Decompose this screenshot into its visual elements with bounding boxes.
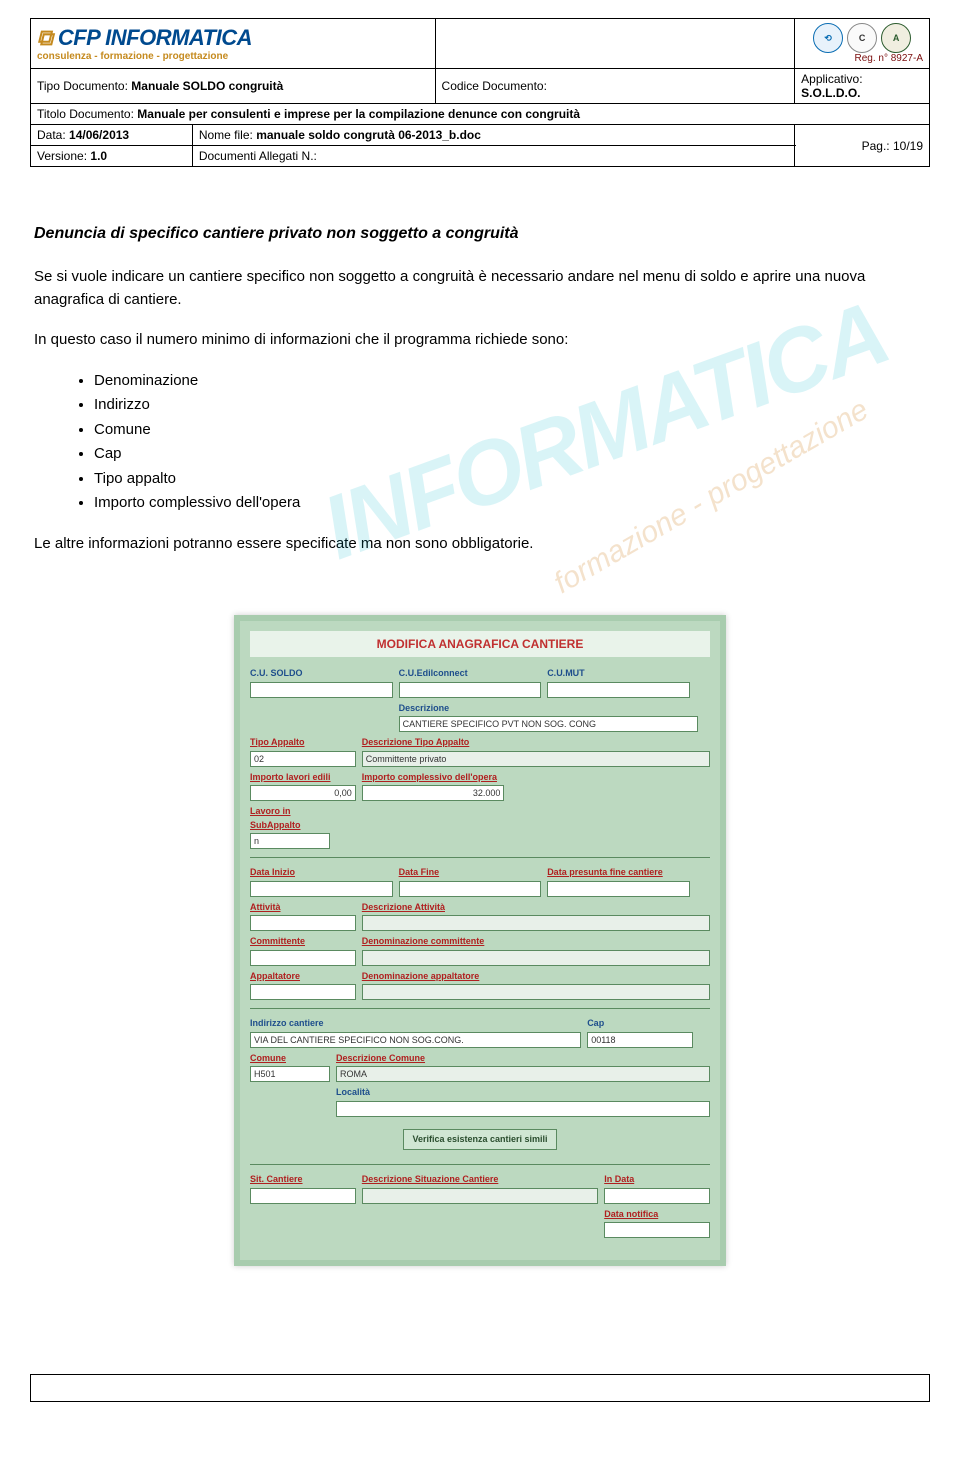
- footer-box: [30, 1374, 930, 1402]
- desc-sit-field: [362, 1188, 598, 1204]
- cu-mut-field[interactable]: [547, 682, 690, 698]
- logo-tagline: consulenza - formazione - progettazione: [37, 51, 252, 62]
- list-item: Denominazione: [94, 370, 926, 393]
- desc-tipo-appalto-field: Committente privato: [362, 751, 710, 767]
- lavoro-sub-label: Lavoro in SubAppalto: [250, 805, 330, 832]
- document-body: Denuncia di specifico cantiere privato n…: [30, 222, 930, 1266]
- versione-value: 1.0: [90, 149, 107, 163]
- indirizzo-label: Indirizzo cantiere: [250, 1017, 581, 1031]
- committente-label: Committente: [250, 935, 356, 949]
- sit-cantiere-field[interactable]: [250, 1188, 356, 1204]
- cu-mut-label: C.U.MUT: [547, 667, 690, 681]
- nomefile-value: manuale soldo congrutà 06-2013_b.doc: [256, 128, 481, 142]
- localita-field[interactable]: [336, 1101, 710, 1117]
- cap-field[interactable]: 00118: [587, 1032, 693, 1048]
- titolo-doc-label: Titolo Documento:: [37, 107, 134, 121]
- list-item: Comune: [94, 419, 926, 442]
- paragraph-1: Se si vuole indicare un cantiere specifi…: [34, 266, 926, 311]
- attivita-label: Attività: [250, 901, 356, 915]
- document-header: ⧉ CFP INFORMATICA consulenza - formazion…: [30, 18, 930, 167]
- applicativo-value: S.O.L.D.O.: [801, 86, 860, 100]
- data-value: 14/06/2013: [69, 128, 129, 142]
- logo-text: ⧉ CFP INFORMATICA consulenza - formazion…: [37, 25, 252, 62]
- paragraph-2: In questo caso il numero minimo di infor…: [34, 329, 926, 352]
- imp-lavori-label: Importo lavori edili: [250, 771, 356, 785]
- in-data-field[interactable]: [604, 1188, 710, 1204]
- attivita-field[interactable]: [250, 915, 356, 931]
- data-fine-label: Data Fine: [399, 866, 542, 880]
- denom-app-label: Denominazione appaltatore: [362, 970, 710, 984]
- cap-label: Cap: [587, 1017, 693, 1031]
- data-label: Data:: [37, 128, 66, 142]
- cu-soldo-field[interactable]: [250, 682, 393, 698]
- titolo-doc-value: Manuale per consulenti e imprese per la …: [137, 107, 580, 121]
- cu-edil-field[interactable]: [399, 682, 542, 698]
- data-inizio-field[interactable]: [250, 881, 393, 897]
- comune-label: Comune: [250, 1052, 330, 1066]
- data-notifica-label: Data notifica: [604, 1208, 710, 1222]
- pag-label: Pag.:: [862, 139, 890, 153]
- cu-edil-label: C.U.Edilconnect: [399, 667, 542, 681]
- bullet-list: Denominazione Indirizzo Comune Cap Tipo …: [94, 370, 926, 515]
- reg-number: Reg. n° 8927-A: [801, 53, 923, 64]
- imp-lavori-field[interactable]: 0,00: [250, 785, 356, 801]
- data-inizio-label: Data Inizio: [250, 866, 393, 880]
- form-title: MODIFICA ANAGRAFICA CANTIERE: [250, 631, 710, 657]
- appaltatore-field[interactable]: [250, 984, 356, 1000]
- tipo-doc-label: Tipo Documento:: [37, 79, 128, 93]
- denom-app-field: [362, 984, 710, 1000]
- tipo-appalto-field[interactable]: 02: [250, 751, 356, 767]
- denom-comm-label: Denominazione committente: [362, 935, 710, 949]
- comune-field[interactable]: H501: [250, 1066, 330, 1082]
- lavoro-sub-field[interactable]: n: [250, 833, 330, 849]
- codice-doc-label: Codice Documento:: [442, 79, 547, 93]
- desc-comune-field: ROMA: [336, 1066, 710, 1082]
- descrizione-field[interactable]: CANTIERE SPECIFICO PVT NON SOG. CONG: [399, 716, 698, 732]
- data-notifica-field[interactable]: [604, 1222, 710, 1238]
- list-item: Tipo appalto: [94, 468, 926, 491]
- desc-tipo-appalto-label: Descrizione Tipo Appalto: [362, 736, 710, 750]
- indirizzo-field[interactable]: VIA DEL CANTIERE SPECIFICO NON SOG.CONG.: [250, 1032, 581, 1048]
- desc-attivita-field: [362, 915, 710, 931]
- descrizione-label: Descrizione: [399, 702, 698, 716]
- desc-sit-label: Descrizione Situazione Cantiere: [362, 1173, 598, 1187]
- list-item: Indirizzo: [94, 394, 926, 417]
- section-heading: Denuncia di specifico cantiere privato n…: [34, 222, 926, 246]
- data-fine-field[interactable]: [399, 881, 542, 897]
- desc-comune-label: Descrizione Comune: [336, 1052, 710, 1066]
- verifica-button[interactable]: Verifica esistenza cantieri simili: [403, 1129, 556, 1151]
- allegati-label: Documenti Allegati N.:: [199, 149, 317, 163]
- desc-attivita-label: Descrizione Attività: [362, 901, 710, 915]
- appaltatore-label: Appaltatore: [250, 970, 356, 984]
- form-screenshot: MODIFICA ANAGRAFICA CANTIERE C.U. SOLDO …: [234, 615, 726, 1266]
- list-item: Cap: [94, 443, 926, 466]
- paragraph-3: Le altre informazioni potranno essere sp…: [34, 533, 926, 556]
- committente-field[interactable]: [250, 950, 356, 966]
- cu-soldo-label: C.U. SOLDO: [250, 667, 393, 681]
- nomefile-label: Nome file:: [199, 128, 253, 142]
- imp-compl-field[interactable]: 32.000: [362, 785, 505, 801]
- pag-value: 10/19: [893, 139, 923, 153]
- data-pres-label: Data presunta fine cantiere: [547, 866, 690, 880]
- versione-label: Versione:: [37, 149, 87, 163]
- cert-badges: ⟲CA: [801, 23, 923, 53]
- list-item: Importo complessivo dell'opera: [94, 492, 926, 515]
- data-pres-field[interactable]: [547, 881, 690, 897]
- in-data-label: In Data: [604, 1173, 710, 1187]
- denom-comm-field: [362, 950, 710, 966]
- tipo-appalto-label: Tipo Appalto: [250, 736, 356, 750]
- sit-cantiere-label: Sit. Cantiere: [250, 1173, 356, 1187]
- applicativo-label: Applicativo:: [801, 72, 862, 86]
- localita-label: Località: [336, 1086, 710, 1100]
- tipo-doc-value: Manuale SOLDO congruità: [131, 79, 283, 93]
- imp-compl-label: Importo complessivo dell'opera: [362, 771, 505, 785]
